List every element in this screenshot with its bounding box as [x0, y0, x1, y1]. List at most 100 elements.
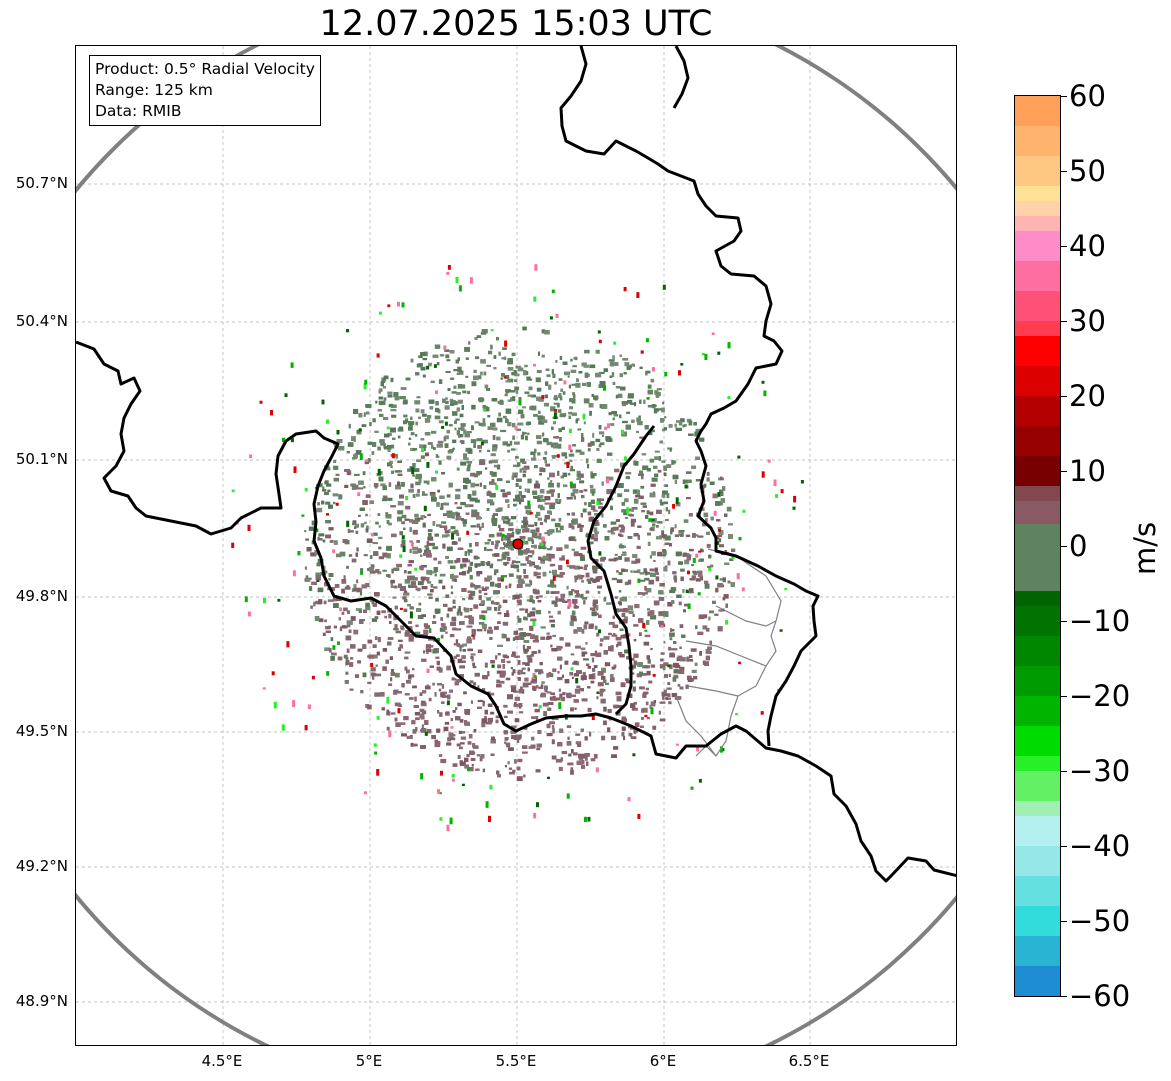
echo-pixel	[484, 662, 488, 668]
echo-pixel	[557, 610, 561, 615]
echo-pixel	[445, 556, 449, 559]
echo-pixel	[543, 711, 547, 717]
echo-pixel	[688, 591, 694, 594]
echo-pixel	[535, 572, 541, 576]
echo-pixel	[642, 707, 648, 713]
echo-pixel	[664, 484, 669, 487]
echo-pixel	[504, 551, 509, 555]
echo-pixel	[483, 407, 490, 412]
echo-pixel	[639, 572, 645, 575]
echo-pixel	[646, 370, 651, 374]
echo-pixel	[622, 569, 629, 572]
echo-pixel	[421, 658, 427, 662]
echo-pixel	[535, 480, 539, 484]
echo-pixel	[558, 766, 563, 772]
echo-pixel	[592, 668, 596, 672]
echo-pixel	[531, 736, 535, 741]
echo-pixel	[631, 665, 636, 669]
echo-pixel	[659, 583, 665, 587]
echo-pixel	[632, 554, 638, 558]
radar-map[interactable]	[75, 45, 957, 1046]
echo-pixel	[532, 639, 539, 643]
echo-pixel	[570, 653, 575, 656]
echo-pixel	[466, 460, 473, 464]
echo-pixel	[445, 371, 451, 373]
echo-pixel	[478, 422, 482, 426]
echo-pixel	[518, 501, 522, 505]
echo-pixel	[554, 591, 560, 594]
echo-pixel	[551, 455, 558, 458]
echo-pixel	[394, 702, 401, 707]
echo-pixel	[503, 520, 507, 524]
echo-pixel	[486, 548, 493, 552]
echo-pixel	[550, 406, 556, 412]
echo-pixel	[571, 589, 575, 592]
echo-pixel	[361, 584, 367, 589]
echo-pixel	[678, 561, 683, 565]
echo-pixel	[504, 516, 509, 520]
echo-pixel	[529, 595, 533, 600]
echo-pixel	[560, 593, 566, 598]
echo-pixel	[654, 456, 659, 460]
echo-pixel	[523, 516, 528, 522]
echo-pixel	[661, 407, 665, 413]
echo-pixel	[497, 621, 501, 624]
echo-pixel	[680, 657, 686, 662]
echo-pixel	[324, 491, 329, 496]
echo-pixel	[484, 546, 487, 551]
echo-pixel	[355, 552, 358, 557]
echo-pixel	[476, 512, 480, 517]
echo-pixel	[450, 591, 454, 595]
echo-pixel	[589, 364, 596, 369]
echo-pixel	[509, 440, 513, 446]
echo-pixel	[506, 543, 512, 548]
echo-pixel	[546, 530, 553, 535]
echo-pixel	[538, 556, 542, 560]
echo-pixel	[457, 755, 461, 759]
echo-pixel	[487, 490, 491, 496]
echo-pixel	[382, 485, 387, 491]
echo-pixel	[570, 707, 574, 712]
echo-pixel	[617, 493, 623, 498]
echo-pixel	[466, 753, 470, 757]
echo-pixel	[595, 438, 601, 443]
echo-pixel	[367, 681, 372, 684]
echo-pixel	[700, 549, 704, 553]
echo-pixel	[496, 436, 501, 441]
echo-pixel	[633, 638, 637, 642]
echo-pixel	[600, 638, 604, 642]
echo-pixel	[504, 737, 509, 740]
echo-pixel	[445, 711, 450, 716]
echo-pixel	[347, 442, 354, 447]
echo-pixel	[421, 728, 427, 733]
echo-pixel	[600, 698, 606, 704]
echo-pixel	[408, 442, 411, 446]
echo-pixel	[612, 411, 616, 414]
echo-pixel	[469, 561, 473, 566]
echo-pixel	[643, 641, 650, 646]
echo-pixel	[669, 448, 672, 452]
echo-pixel	[421, 700, 426, 704]
echo-pixel	[589, 410, 592, 416]
echo-pixel	[555, 597, 558, 603]
echo-pixel	[483, 592, 488, 596]
echo-pixel	[502, 654, 508, 658]
echo-pixel	[520, 672, 526, 675]
echo-pixel	[414, 631, 421, 636]
echo-pixel	[436, 524, 442, 527]
echo-pixel	[421, 614, 426, 617]
echo-pixel	[365, 513, 368, 517]
echo-pixel	[447, 513, 453, 518]
echo-pixel	[480, 332, 487, 335]
echo-pixel	[464, 347, 470, 352]
echo-pixel	[647, 405, 652, 408]
echo-pixel	[540, 671, 544, 674]
echo-pixel	[347, 528, 351, 533]
echo-pixel	[575, 645, 581, 649]
echo-pixel	[579, 490, 583, 493]
echo-pixel	[673, 674, 679, 679]
echo-pixel	[514, 441, 520, 445]
echo-pixel	[514, 702, 517, 706]
echo-pixel	[601, 667, 606, 673]
echo-pixel	[568, 384, 571, 389]
